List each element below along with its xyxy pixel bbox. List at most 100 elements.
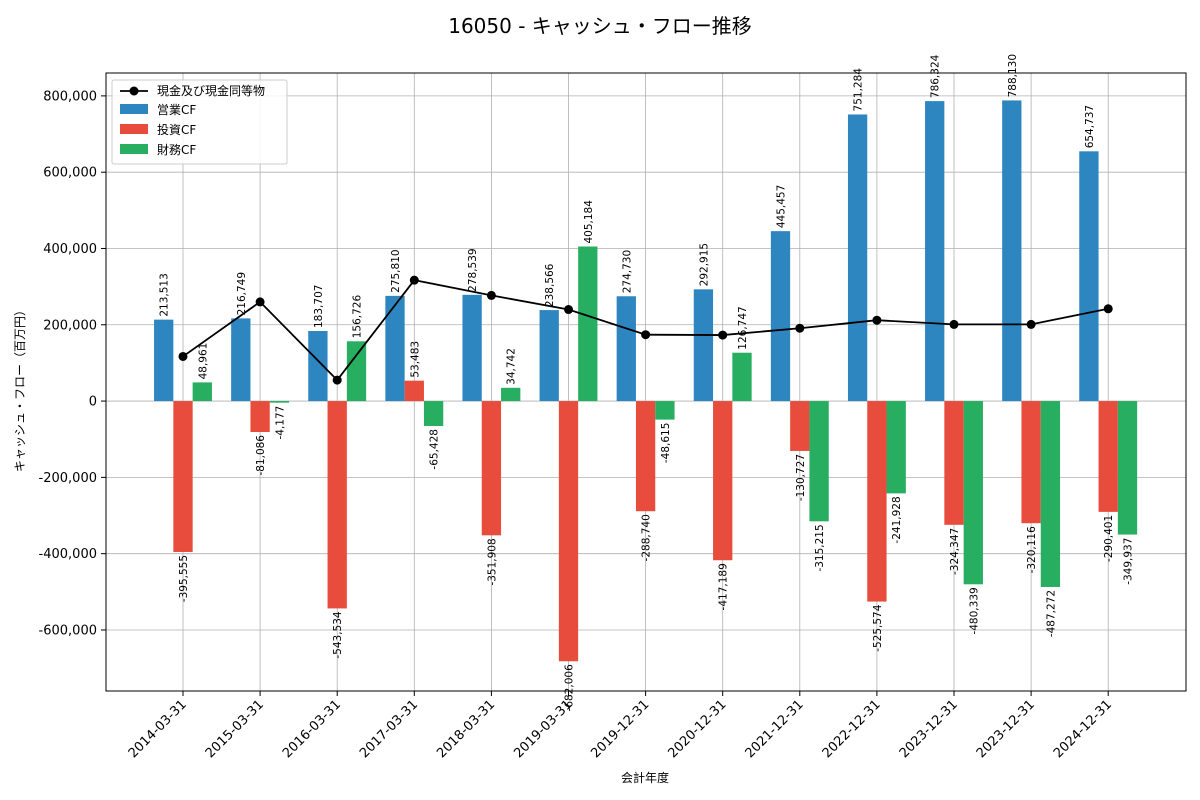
x-tick-label: 2023-12-31 — [897, 697, 961, 761]
bar-operating — [847, 114, 868, 402]
bar-value-label: -290,401 — [1103, 515, 1115, 562]
legend-swatch-financing — [120, 144, 148, 154]
label-layer: 213,513 216,749 183,707 275,810 278,539 238,5… — [159, 54, 1135, 711]
bar-financing — [732, 352, 752, 402]
legend-label-operating: 営業CF — [157, 103, 196, 117]
line-layer — [178, 275, 1113, 385]
bar-value-label: -525,574 — [872, 604, 884, 652]
bar-value-label: -417,189 — [718, 563, 730, 610]
cash-point — [1103, 304, 1113, 314]
x-tick-label: 2017-03-31 — [357, 697, 421, 761]
bar-investing — [635, 401, 656, 512]
cash-point — [1026, 319, 1036, 329]
y-tick-label: -200,000 — [39, 471, 97, 486]
bar-operating — [770, 231, 791, 402]
x-tick-label: 2018-03-31 — [434, 697, 498, 761]
x-tick-label: 2022-12-31 — [820, 697, 884, 761]
bar-value-label: 275,810 — [390, 249, 402, 292]
cash-point — [564, 305, 573, 315]
x-tick-label: 2019-03-31 — [511, 697, 575, 761]
bar-financing — [886, 401, 906, 494]
bar-operating — [231, 318, 251, 402]
bar-financing — [1117, 401, 1138, 535]
bar-value-label: 216,749 — [236, 272, 248, 315]
bar-operating — [385, 295, 405, 402]
y-tick-label: 800,000 — [43, 89, 97, 104]
x-tick-label: 2016-03-31 — [280, 697, 344, 761]
legend-swatch-investing — [120, 124, 148, 134]
bar-value-label: 292,915 — [698, 243, 710, 286]
y-tick-label: -600,000 — [39, 623, 97, 638]
bar-value-label: 53,483 — [409, 341, 421, 378]
bar-operating — [308, 330, 328, 402]
bar-financing — [578, 246, 598, 402]
bar-financing — [809, 401, 829, 522]
bar-investing — [867, 401, 887, 602]
bar-value-label: 213,513 — [159, 273, 171, 316]
grid-layer — [106, 73, 1186, 691]
bar-investing — [944, 401, 964, 525]
bar-value-label: 238,566 — [544, 263, 556, 307]
x-tick-label: 2023-12-31 — [974, 697, 1038, 761]
x-tick-label: 2021-12-31 — [743, 697, 807, 761]
bar-financing — [1040, 401, 1061, 587]
bar-investing — [558, 401, 579, 662]
cash-point — [409, 275, 419, 285]
x-tick-label: 2019-12-31 — [588, 697, 652, 761]
cash-point — [486, 290, 496, 300]
bar-value-label: -48,615 — [660, 423, 672, 464]
x-tick-label: 2024-12-31 — [1051, 697, 1115, 761]
bar-investing — [790, 401, 810, 451]
cash-point — [949, 319, 959, 329]
bar-investing — [327, 401, 347, 609]
bar-value-label: -351,908 — [486, 538, 498, 585]
bar-operating — [539, 310, 559, 402]
bar-operating — [462, 294, 482, 402]
bar-value-label: -349,937 — [1123, 538, 1135, 585]
bar-value-label: 751,284 — [853, 68, 865, 112]
bar-value-label: -543,534 — [332, 611, 344, 659]
legend-frame — [111, 79, 288, 165]
cash-point — [255, 297, 265, 307]
bar-financing — [501, 387, 521, 402]
bar-value-label: 126,747 — [737, 306, 749, 349]
plot-frame — [105, 72, 1187, 692]
y-tick-label: 600,000 — [43, 166, 97, 181]
bar-financing — [655, 401, 675, 420]
bar-operating — [925, 101, 945, 402]
bar-value-label: -480,339 — [968, 587, 980, 634]
bar-financing — [963, 401, 983, 585]
bar-value-label: -130,727 — [795, 454, 807, 501]
bar-financing — [346, 341, 367, 402]
bar-value-label: -241,928 — [891, 496, 903, 543]
bar-investing — [1021, 401, 1041, 524]
bar-financing — [423, 401, 444, 427]
legend-label-investing: 投資CF — [157, 122, 196, 137]
bar-value-label: 445,457 — [776, 185, 788, 228]
y-tick-label: 400,000 — [43, 242, 97, 257]
legend-label-cash: 現金及び現金同等物 — [157, 83, 265, 98]
chart-title: 16050 - キャッシュ・フロー推移 — [448, 14, 752, 38]
legend-marker-swatch — [129, 86, 139, 96]
x-tick-label: 2020-12-31 — [665, 697, 729, 761]
x-axis-label: 会計年度 — [621, 770, 669, 785]
bar-investing — [1098, 401, 1118, 512]
bar-value-label: -65,428 — [429, 429, 441, 470]
y-tick-label: -400,000 — [39, 547, 97, 562]
bar-investing — [713, 401, 733, 561]
cash-point — [332, 375, 342, 385]
cash-point — [641, 330, 651, 340]
bar-value-label: -320,116 — [1026, 526, 1038, 574]
y-tick-label: 0 — [89, 395, 97, 410]
bar-value-label: 788,130 — [1007, 54, 1019, 97]
bar-value-label: 156,726 — [352, 295, 364, 339]
x-tick-label: 2015-03-31 — [203, 697, 267, 761]
legend-label-financing: 財務CF — [157, 142, 196, 157]
bar-operating — [616, 296, 636, 402]
bar-value-label: -682,006 — [564, 664, 576, 712]
bar-value-label: 48,961 — [197, 343, 209, 380]
bar-layer — [154, 100, 1138, 662]
bar-value-label: -81,086 — [255, 435, 267, 476]
bar-investing — [250, 401, 270, 433]
